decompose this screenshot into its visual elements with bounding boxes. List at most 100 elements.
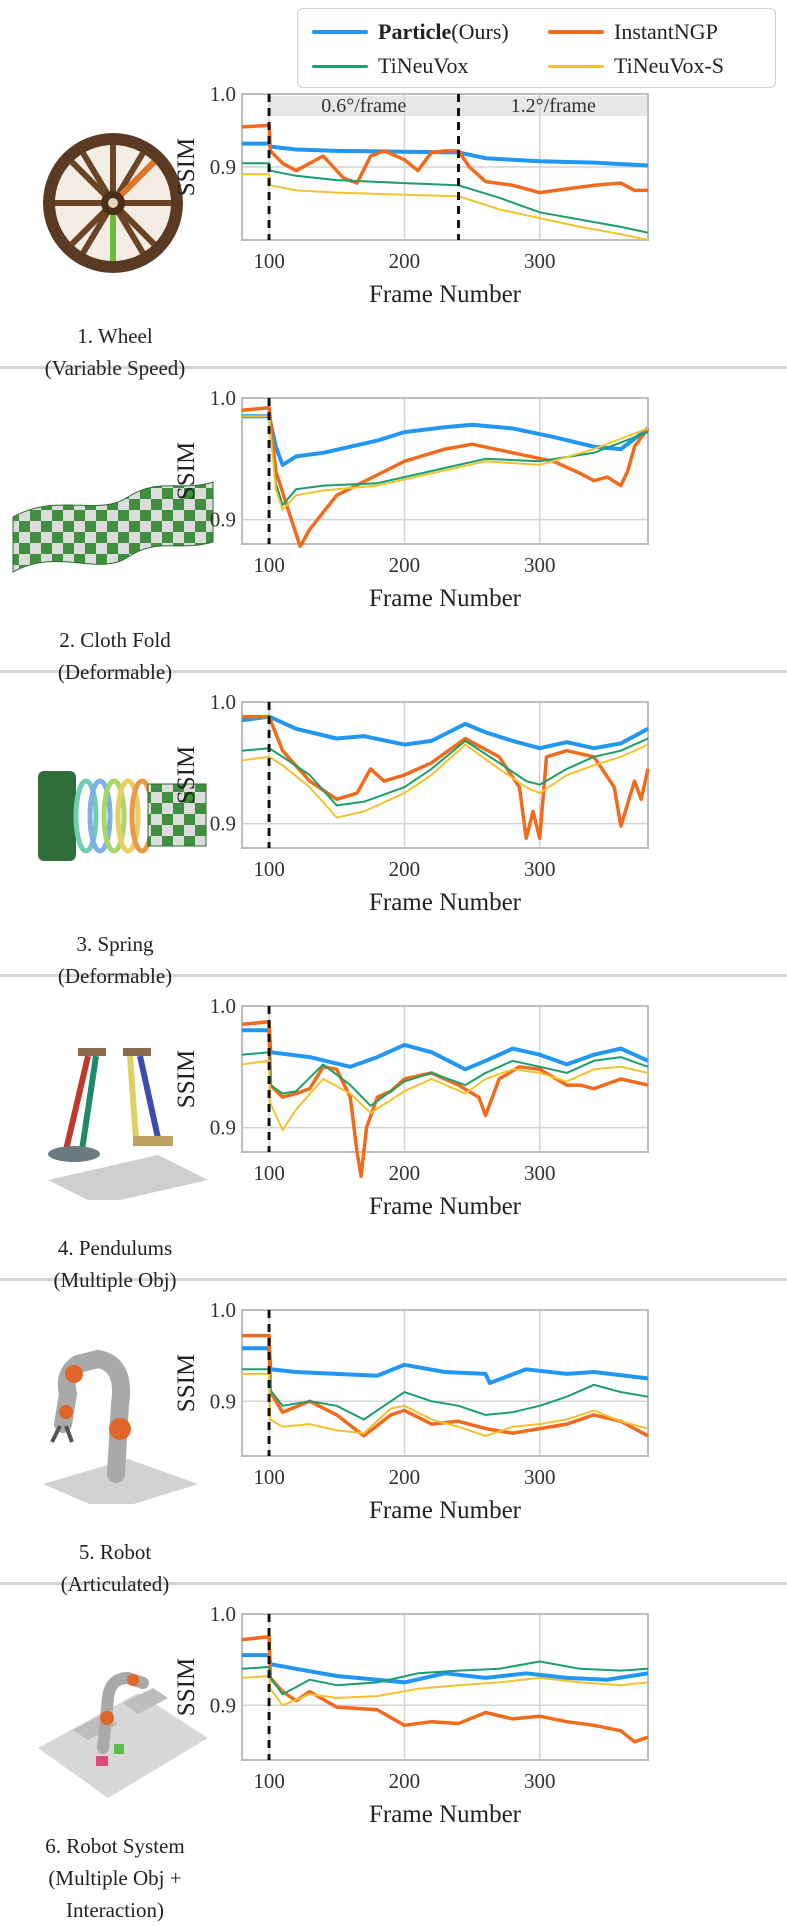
x-tick-label: 200 (389, 857, 421, 881)
legend-item-instantngp: InstantNGP (548, 17, 718, 47)
plot-frame (241, 1005, 649, 1153)
series-line-tineuvox (241, 737, 649, 807)
legend-swatch-tineuvox-s (548, 64, 604, 68)
legend-item-particle: Particle (Ours) (312, 17, 509, 47)
y-tick-label: 0.9 (210, 155, 236, 179)
series-line-tineuvox-s (242, 415, 649, 511)
x-axis-label: Frame Number (369, 1801, 522, 1828)
legend-label-instantngp: InstantNGP (614, 19, 718, 44)
plot-frame (241, 1613, 649, 1761)
row-spring: 3. Spring (Deformable) 100 200 300 0.9 1.0 Fr… (0, 690, 787, 998)
x-tick-label: 200 (389, 1465, 421, 1489)
x-tick-label: 200 (389, 1769, 421, 1793)
chart-cloth-fold-ssim: 100 200 300 0.9 1.0 Frame Number SSIM (173, 386, 650, 612)
wheel-icon (43, 133, 183, 273)
x-axis-label: Frame Number (369, 1497, 522, 1524)
caption-robot-system: 6. Robot System (Multiple Obj + Interact… (0, 1830, 230, 1926)
legend: Particle (Ours) InstantNGP TiNeuVox TiNe… (297, 8, 776, 88)
series-line-instantngp (242, 1333, 649, 1438)
x-axis-label: Frame Number (369, 281, 522, 308)
y-axis-label: SSIM (173, 1658, 200, 1716)
caption-spring: 3. Spring (Deformable) (0, 928, 230, 992)
robot-arm-icon (43, 1349, 198, 1504)
legend-swatch-particle (312, 30, 368, 34)
row-pendulums: 4. Pendulums (Multiple Obj) 100 200 300 0.9… (0, 994, 787, 1302)
row-cloth-fold: 2. Cloth Fold (Deformable) 100 200 300 0.9 1… (0, 386, 787, 694)
caption-cloth-fold: 2. Cloth Fold (Deformable) (0, 624, 230, 688)
x-tick-label: 200 (389, 553, 421, 577)
x-tick-label: 300 (524, 553, 556, 577)
caption-line: (Articulated) (60, 1572, 170, 1596)
y-tick-label: 1.0 (210, 690, 236, 714)
legend-swatch-instantngp (548, 30, 604, 34)
caption-line: 4. Pendulums (57, 1236, 173, 1260)
y-axis-label: SSIM (173, 1050, 200, 1108)
robot-system-icon (38, 1671, 208, 1798)
speed-annotation: 0.6°/frame (321, 95, 406, 117)
series-line-particle (242, 1346, 649, 1385)
series-line-instantngp (241, 123, 648, 195)
row-wheel: 1. Wheel (Variable Speed) 0.6°/frame 1.2°… (0, 82, 787, 390)
row-robot: 5. Robot (Articulated) 100 200 300 0.9 1.0 Fr… (0, 1298, 787, 1606)
caption-wheel: 1. Wheel (Variable Speed) (0, 320, 230, 384)
x-tick-label: 100 (253, 1465, 284, 1489)
series-line-tineuvox (242, 162, 649, 234)
x-tick-label: 300 (524, 1161, 556, 1185)
x-axis-label: Frame Number (369, 585, 522, 612)
y-tick-label: 1.0 (210, 1298, 236, 1322)
caption-line: Interaction) (66, 1898, 164, 1922)
y-axis-label: SSIM (173, 442, 200, 500)
series-line-tineuvox-s (242, 1372, 649, 1437)
x-tick-label: 100 (253, 857, 284, 881)
chart-wheel-ssim: 0.6°/frame 1.2°/frame 100 200 300 0.9 1.0 Frame… (173, 82, 649, 308)
x-tick-label: 300 (524, 1465, 556, 1489)
series-line-instantngp (241, 405, 650, 549)
series-line-particle (242, 1028, 649, 1072)
caption-line: (Multiple Obj + (48, 1866, 182, 1890)
y-axis-label: SSIM (173, 1354, 200, 1412)
caption-line: (Multiple Obj) (53, 1268, 177, 1292)
series-line-tineuvox (241, 1051, 649, 1107)
pendulums-icon (48, 1048, 208, 1200)
row-separator (0, 974, 787, 977)
series-line-instantngp (241, 1635, 649, 1744)
caption-line: (Deformable) (57, 660, 173, 684)
caption-line: 2. Cloth Fold (59, 628, 171, 652)
y-tick-label: 0.9 (210, 812, 236, 836)
series-line-particle (242, 141, 649, 168)
chart-pendulums-ssim: 100 200 300 0.9 1.0 Frame Number SSIM (173, 994, 649, 1220)
row-separator (0, 670, 787, 673)
legend-label-particle-rest: (Ours) (451, 19, 509, 44)
spring-icon (38, 771, 207, 861)
series-line-particle (242, 414, 650, 467)
speed-annotation: 1.2°/frame (511, 95, 596, 117)
caption-line: 3. Spring (76, 932, 154, 956)
legend-label-tineuvox-s: TiNeuVox-S (614, 53, 725, 78)
caption-line: 5. Robot (78, 1540, 152, 1564)
series-line-particle (241, 714, 649, 751)
plot-frame (241, 93, 649, 241)
caption-line: 1. Wheel (77, 324, 153, 348)
x-axis-label: Frame Number (369, 889, 522, 916)
x-tick-label: 200 (389, 249, 421, 273)
y-axis-label: SSIM (173, 138, 200, 196)
y-tick-label: 0.9 (210, 508, 236, 532)
x-tick-label: 100 (253, 1161, 284, 1185)
series-line-tineuvox (242, 1368, 649, 1421)
caption-line: (Deformable) (57, 964, 173, 988)
x-tick-label: 100 (253, 1769, 284, 1793)
caption-pendulums: 4. Pendulums (Multiple Obj) (0, 1232, 230, 1296)
row-robot-system: 6. Robot System (Multiple Obj + Interact… (0, 1602, 787, 1922)
x-tick-label: 100 (253, 553, 284, 577)
y-tick-label: 1.0 (210, 1602, 236, 1626)
series-line-instantngp (242, 714, 650, 841)
caption-line: 6. Robot System (45, 1834, 185, 1858)
x-axis-label: Frame Number (369, 1193, 522, 1220)
row-separator (0, 1582, 787, 1585)
legend-swatch-tineuvox (312, 64, 368, 68)
series-line-tineuvox-s (241, 1059, 649, 1132)
legend-item-tineuvox-s: TiNeuVox-S (548, 51, 724, 81)
series-line-tineuvox (241, 1660, 649, 1696)
annotation-band (269, 96, 648, 116)
series-line-instantngp (241, 1020, 649, 1179)
